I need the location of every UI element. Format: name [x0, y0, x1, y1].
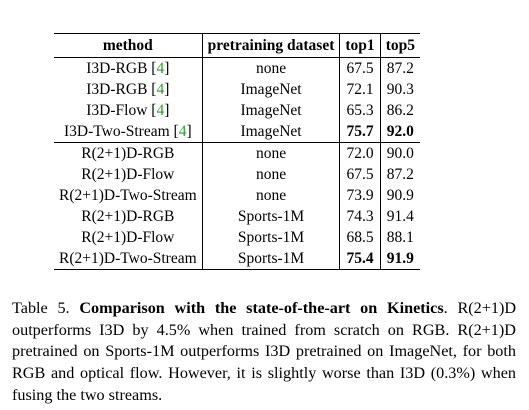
method-cell: I3D-Flow [4] [54, 100, 203, 121]
method-cell: R(2+1)D-RGB [54, 142, 203, 164]
method-name: R(2+1)D-Two-Stream [59, 250, 197, 267]
table-header: method pretraining dataset top1 top5 [54, 33, 420, 58]
top5-cell: 92.0 [386, 123, 414, 140]
top1-cell: 72.0 [339, 142, 381, 164]
method-name: R(2+1)D-Flow [81, 166, 175, 183]
citation-link[interactable]: 4 [156, 81, 165, 98]
top5-cell: 91.9 [386, 250, 414, 267]
method-name: R(2+1)D-RGB [81, 145, 175, 162]
method-name: R(2+1)D-Flow [81, 229, 175, 246]
caption-title: Comparison with the state-of-the-art on … [79, 299, 444, 318]
citation-link[interactable]: 4 [156, 60, 165, 77]
table-caption: Table 5. Comparison with the state-of-th… [12, 299, 517, 404]
top5-cell: 88.1 [386, 229, 414, 246]
method-cell: R(2+1)D-Two-Stream [54, 185, 203, 206]
table-row: I3D-RGB [4] none 67.5 87.2 [54, 57, 420, 79]
i3d-rows: I3D-RGB [4] none 67.5 87.2 I3D-RGB [4] ImageN… [54, 57, 420, 143]
header-row: method pretraining dataset top1 top5 [54, 33, 420, 58]
top5-cell: 90.3 [386, 81, 414, 98]
pretraining-dataset-cell: ImageNet [202, 79, 341, 100]
table-row: R(2+1)D-Flow Sports-1M 68.5 88.1 [54, 227, 420, 248]
top1-cell: 68.5 [339, 227, 381, 248]
method-name: I3D-RGB [86, 81, 148, 98]
top5-cell: 91.4 [386, 208, 414, 225]
caption-label: Table 5. [12, 299, 70, 318]
r2plus1d-rows: R(2+1)D-RGB none 72.0 90.0 R(2+1)D-Flow none 6… [54, 142, 420, 270]
method-cell: R(2+1)D-Two-Stream [54, 248, 203, 270]
pretraining-dataset-cell: Sports-1M [202, 248, 341, 270]
top1-cell: 75.7 [339, 121, 381, 143]
top1-cell: 73.9 [339, 185, 381, 206]
top1-cell: 65.3 [339, 100, 381, 121]
table-row: I3D-RGB [4] ImageNet 72.1 90.3 [54, 79, 420, 100]
top1-cell: 74.3 [339, 206, 381, 227]
pretraining-dataset-cell: Sports-1M [202, 227, 341, 248]
pretraining-dataset-cell: ImageNet [202, 121, 341, 143]
table-row: R(2+1)D-RGB Sports-1M 74.3 91.4 [54, 206, 420, 227]
pretraining-dataset-cell: none [202, 142, 341, 164]
method-name: R(2+1)D-Two-Stream [59, 187, 197, 204]
method-name: R(2+1)D-RGB [81, 208, 175, 225]
pretraining-dataset-cell: none [202, 57, 341, 79]
table-row: I3D-Flow [4] ImageNet 65.3 86.2 [54, 100, 420, 121]
top5-cell: 90.9 [386, 187, 414, 204]
top5-cell: 86.2 [386, 102, 414, 119]
table-row: R(2+1)D-Two-Stream none 73.9 90.9 [54, 185, 420, 206]
pretraining-dataset-cell: Sports-1M [202, 206, 341, 227]
method-cell: R(2+1)D-RGB [54, 206, 203, 227]
pretraining-dataset-cell: ImageNet [202, 100, 341, 121]
table-row: I3D-Two-Stream [4] ImageNet 75.7 92.0 [54, 121, 420, 143]
method-cell: I3D-Two-Stream [4] [54, 121, 203, 143]
method-cell: R(2+1)D-Flow [54, 227, 203, 248]
table-row: R(2+1)D-RGB none 72.0 90.0 [54, 142, 420, 164]
method-cell: I3D-RGB [4] [54, 57, 203, 79]
table-row: R(2+1)D-Two-Stream Sports-1M 75.4 91.9 [54, 248, 420, 270]
results-table: method pretraining dataset top1 top5 I3D… [54, 33, 420, 270]
top5-cell: 87.2 [386, 60, 414, 77]
header-pretraining-dataset: pretraining dataset [202, 33, 341, 58]
top5-cell: 90.0 [386, 145, 414, 162]
method-name: I3D-RGB [86, 60, 148, 77]
method-cell: R(2+1)D-Flow [54, 164, 203, 185]
caption-body: R(2+1)D outperforms I3D by 4.5% when tra… [12, 299, 517, 404]
top1-cell: 67.5 [339, 57, 381, 79]
top1-cell: 67.5 [339, 164, 381, 185]
method-name: I3D-Flow [86, 102, 148, 119]
header-top1: top1 [339, 33, 381, 58]
table-row: R(2+1)D-Flow none 67.5 87.2 [54, 164, 420, 185]
header-top5: top5 [385, 37, 415, 54]
citation-link[interactable]: 4 [178, 123, 187, 140]
pretraining-dataset-cell: none [202, 185, 341, 206]
pretraining-dataset-cell: none [202, 164, 341, 185]
method-cell: I3D-RGB [4] [54, 79, 203, 100]
top5-cell: 87.2 [386, 166, 414, 183]
top1-cell: 75.4 [339, 248, 381, 270]
method-name: I3D-Two-Stream [64, 123, 170, 140]
header-method: method [54, 33, 203, 58]
top1-cell: 72.1 [339, 79, 381, 100]
citation-link[interactable]: 4 [156, 102, 165, 119]
